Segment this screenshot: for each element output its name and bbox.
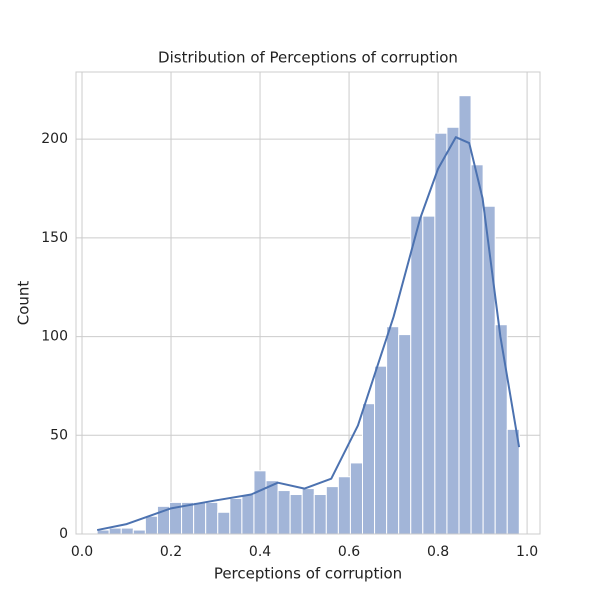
x-tick-label: 0.8: [427, 544, 449, 560]
bar: [374, 365, 388, 535]
chart-title: Distribution of Perceptions of corruptio…: [158, 49, 458, 67]
bar: [229, 497, 243, 535]
bar: [506, 428, 520, 535]
y-tick-label: 200: [41, 131, 68, 147]
plot-frame: [75, 71, 541, 535]
bar: [337, 476, 351, 535]
y-tick-label: 150: [41, 230, 68, 246]
bar: [205, 501, 219, 535]
bar: [120, 527, 134, 535]
bar: [253, 470, 267, 535]
bar: [410, 215, 424, 535]
y-tick-label: 100: [41, 329, 68, 345]
bar: [241, 494, 255, 535]
bar: [108, 527, 122, 535]
y-tick-label: 50: [50, 427, 68, 443]
bar: [349, 462, 364, 535]
bar: [193, 501, 207, 535]
bar: [265, 480, 279, 535]
y-axis-label: Count: [15, 281, 33, 326]
bar: [386, 326, 400, 535]
bar: [325, 486, 339, 535]
x-tick-label: 0.6: [338, 544, 360, 560]
bar: [289, 494, 303, 535]
bar: [470, 164, 484, 535]
bar: [277, 490, 291, 535]
bar: [458, 95, 472, 535]
bar: [362, 403, 376, 535]
x-tick-label: 0.0: [71, 544, 93, 560]
x-tick-label: 0.2: [160, 544, 182, 560]
bar: [446, 126, 460, 535]
x-tick-label: 1.0: [516, 544, 538, 560]
bar: [313, 494, 327, 535]
bar: [398, 334, 412, 535]
x-axis-label: Perceptions of corruption: [214, 565, 402, 583]
bar: [132, 529, 146, 535]
bar: [422, 215, 436, 535]
bar: [144, 515, 158, 535]
bar: [217, 511, 231, 535]
bar: [434, 132, 448, 535]
bar: [301, 488, 315, 535]
y-tick-label: 0: [59, 526, 68, 542]
bar: [494, 324, 508, 535]
x-tick-label: 0.4: [249, 544, 271, 560]
kde-line: [96, 136, 521, 532]
